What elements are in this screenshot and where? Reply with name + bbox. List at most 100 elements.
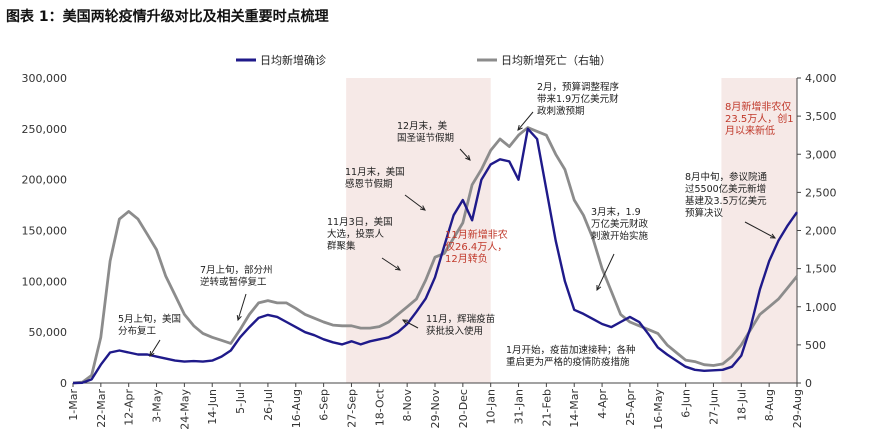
annotation-aug-line: 预算决议 [685, 207, 724, 219]
y-left-tick-label: 300,000 [22, 72, 68, 85]
annotation-arrowhead-mar [596, 284, 602, 292]
x-tick-label: 6-Jun [680, 389, 693, 418]
annotation-arrowhead-aug [769, 233, 777, 239]
annotation-arrow-xmas [459, 148, 471, 161]
y-right-tick-label: 1,000 [805, 301, 837, 314]
annotation-arrow-feb [517, 111, 534, 131]
annotation-arrowhead-jul [236, 314, 242, 322]
x-tick-label: 12-Apr [123, 389, 136, 426]
annotation-arrowhead-feb [517, 125, 523, 131]
y-left-tick-label: 50,000 [29, 326, 68, 339]
x-tick-label: 26-Jul [262, 389, 275, 421]
annotation-mar-line: 3月末，1.9 [591, 206, 641, 218]
y-right-tick-label: 2,500 [805, 186, 837, 199]
y-right-tick-label: 3,000 [805, 148, 837, 161]
annotation-arrowhead-thanks [419, 205, 426, 211]
annotation-feb-line: 政刺激预期 [537, 105, 585, 117]
y-left-tick-label: 100,000 [22, 275, 68, 288]
annotation-vaccine-line: 获批投入使用 [426, 325, 483, 337]
x-tick-label: 25-Apr [624, 389, 637, 426]
annotation-xmas-line: 国圣诞节假期 [397, 132, 454, 144]
annotation-mar-line: 万亿美元财政 [591, 218, 649, 230]
annotation-aug-line: 基建及3.5万亿美元 [685, 195, 767, 207]
y-left-tick-label: 0 [60, 377, 67, 390]
x-tick-label: 14-Mar [568, 389, 581, 428]
y-right-tick-label: 1,500 [805, 263, 837, 276]
x-tick-label: 4-Apr [596, 389, 609, 419]
y-left-tick-label: 150,000 [22, 225, 68, 238]
y-right-tick-label: 2,000 [805, 225, 837, 238]
x-tick-label: 8-Aug [763, 389, 776, 421]
legend-label-2: 日均新增死亡（右轴） [501, 53, 611, 67]
x-tick-label: 8-Nov [401, 389, 414, 422]
y-left-tick-label: 250,000 [22, 123, 68, 136]
annotation-mar-line: 刺激开始实施 [591, 230, 649, 242]
annotation-arrow-mar [596, 253, 615, 291]
annotation-arrowhead-nov3 [394, 265, 401, 271]
annotation-xmas-line: 12月末，美 [397, 120, 448, 132]
x-tick-label: 3-May [151, 389, 164, 423]
annotation-feb-line: 2月，预算调整程序 [537, 81, 620, 93]
y-right-tick-label: 4,000 [805, 72, 837, 85]
x-tick-label: 5-Jul [234, 389, 247, 414]
annotation-aug-line: 8月中旬，参议院通 [685, 171, 768, 183]
annotation-jan-line: 1月开始，疫苗加速接种；各种 [506, 344, 636, 356]
series-line-deaths [72, 126, 799, 385]
x-tick-label: 21-Feb [540, 389, 553, 426]
annotation-thanks-line: 11月末，美国 [345, 166, 405, 178]
y-right-tick-label: 3,500 [805, 110, 837, 123]
x-tick-label: 16-Aug [290, 389, 303, 428]
annotation-nov3-line: 大选，投票人 [327, 228, 385, 240]
annotation-aug-line: 过5500亿美元新增 [685, 183, 766, 195]
x-tick-label: 24-May [178, 389, 191, 430]
annotation-arrow-jul [237, 293, 247, 321]
annotation-nfp-aug-line: 月以来新低 [725, 124, 775, 137]
annotation-may-line: 分布复工 [118, 325, 157, 337]
annotation-arrowhead-xmas [465, 155, 471, 161]
annotation-arrow-may [149, 339, 161, 357]
legend-label-1: 日均新增确诊 [260, 53, 326, 67]
shaded-period-1 [346, 78, 491, 383]
annotation-nfp-nov-line: 仅26.4万人， [445, 241, 507, 253]
y-right-tick-label: 500 [805, 339, 826, 352]
x-tick-label: 27-Jun [707, 389, 720, 425]
annotation-arrowhead-vaccine [401, 319, 409, 325]
x-tick-label: 6-Sep [318, 389, 331, 421]
annotation-arrow-aug [744, 221, 776, 239]
y-left-tick-label: 200,000 [22, 174, 68, 187]
annotation-nfp-nov-line: 11月新增非农 [445, 228, 508, 241]
annotation-arrow-thanks [404, 194, 426, 211]
annotation-feb-line: 带来1.9万亿美元财 [537, 93, 619, 105]
annotation-arrow-vaccine [402, 319, 419, 329]
annotation-jul-line: 逆转或暂停复工 [200, 276, 267, 288]
annotation-thanks-line: 感恩节假期 [345, 178, 393, 190]
x-tick-label: 14-Jun [206, 389, 219, 425]
x-tick-label: 22-Mar [95, 389, 108, 428]
series-line-cases [72, 127, 798, 385]
figure-title: 图表 1：美国两轮疫情升级对比及相关重要时点梳理 [6, 9, 329, 25]
annotation-nov3-line: 11月3日，美国 [327, 216, 393, 228]
annotation-nov3-line: 群聚集 [327, 240, 356, 252]
annotation-jan-line: 重启更为严格的疫情防疫措施 [506, 356, 630, 368]
x-tick-label: 16-May [652, 389, 665, 430]
annotation-may-line: 5月上旬，美国 [118, 313, 181, 325]
x-tick-label: 29-Nov [429, 389, 442, 429]
annotation-arrow-nov3 [381, 257, 401, 271]
x-tick-label: 29-Aug [791, 389, 804, 428]
y-right-tick-label: 0 [805, 377, 812, 390]
x-tick-label: 18-Oct [373, 388, 386, 426]
annotation-nfp-aug-line: 8月新增非农仅 [725, 100, 791, 113]
annotation-arrowhead-may [149, 350, 155, 357]
annotation-vaccine-line: 11月，辉瑞疫苗 [426, 313, 495, 325]
annotation-nfp-nov-line: 12月转负 [445, 252, 488, 265]
x-tick-label: 10-Jan [485, 389, 498, 425]
x-tick-label: 27-Sep [345, 389, 358, 428]
annotation-nfp-aug-line: 23.5万人，创1 [725, 112, 794, 125]
annotation-jul-line: 7月上旬，部分州 [200, 264, 273, 276]
x-tick-label: 1-Mar [67, 389, 80, 421]
x-tick-label: 20-Dec [457, 389, 470, 428]
x-tick-label: 18-Jul [735, 389, 748, 421]
x-tick-label: 31-Jan [513, 389, 526, 425]
